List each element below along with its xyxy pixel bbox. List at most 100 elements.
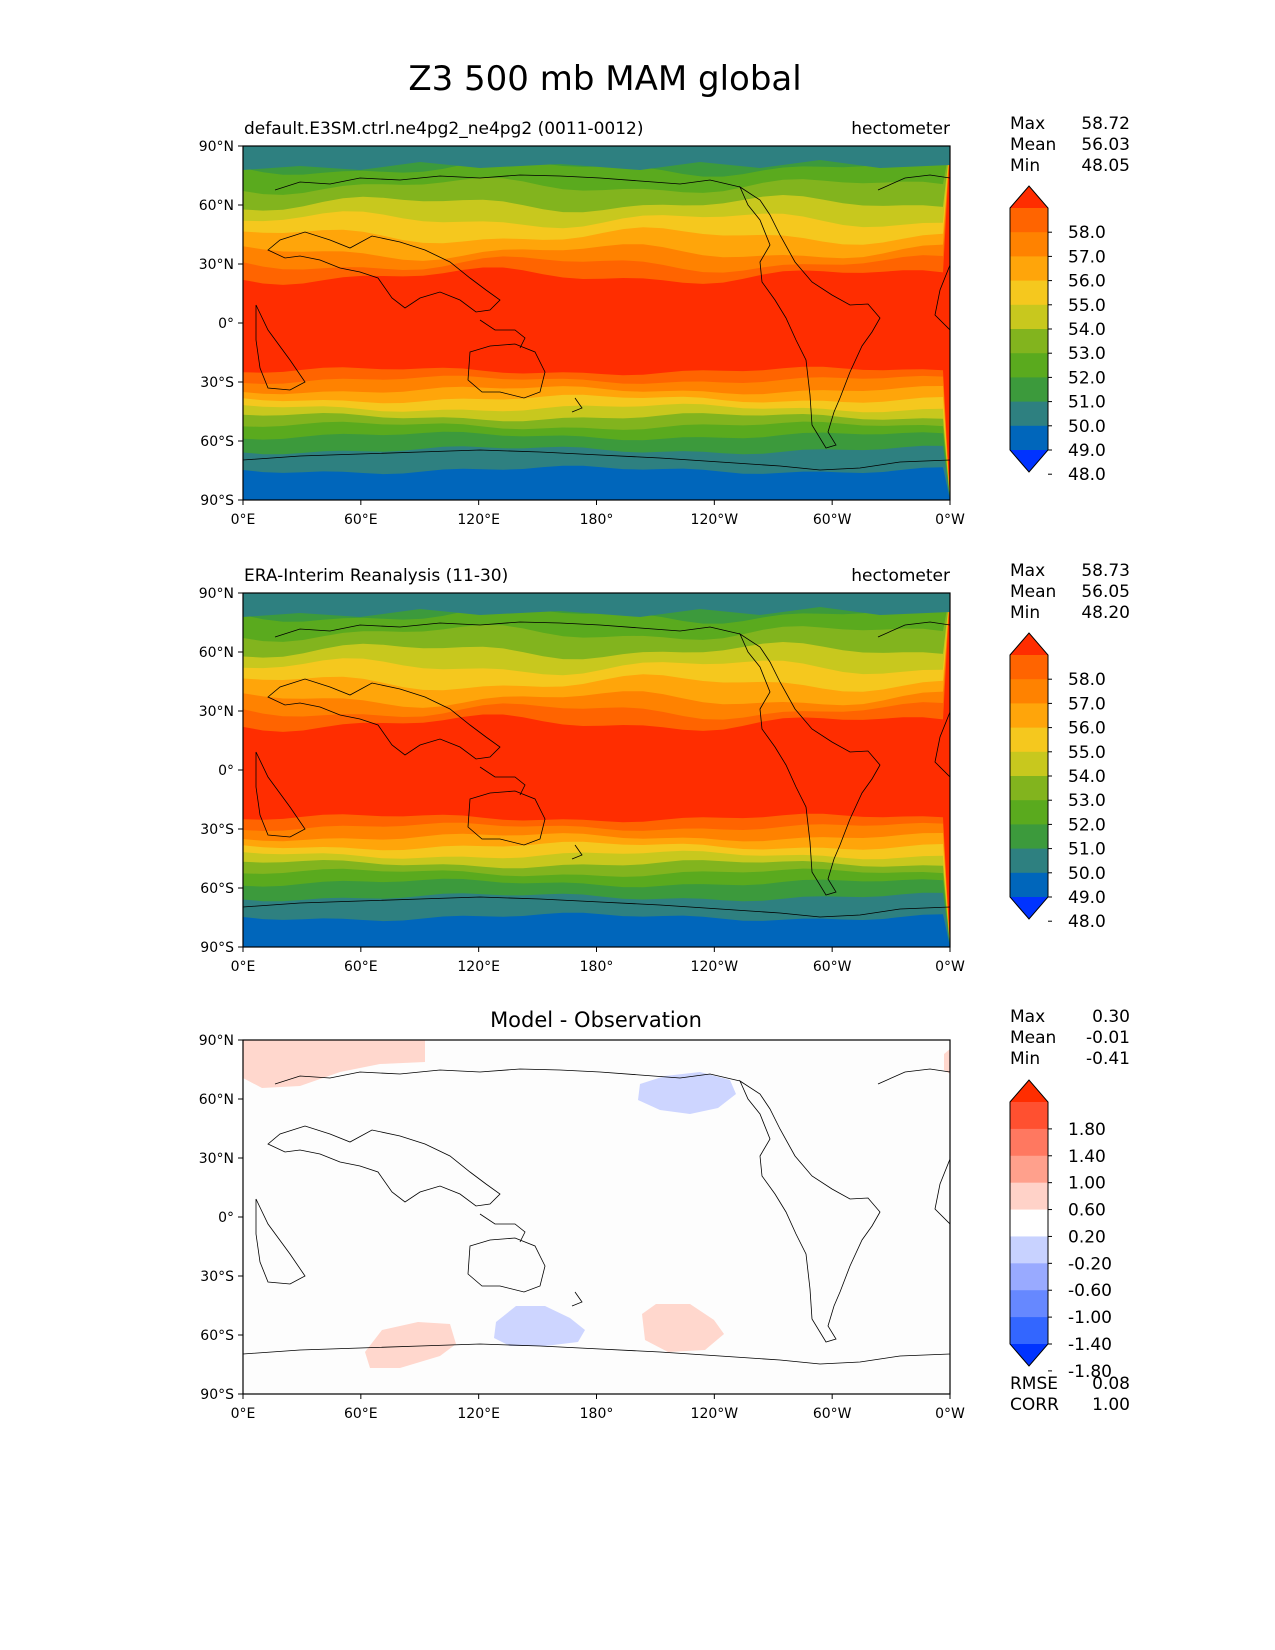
colorbar-tick-label: 55.0 xyxy=(1068,743,1106,763)
lat-axis: 90°N 60°N 30°N 0° 30°S 60°S 90°S xyxy=(199,586,243,956)
lon-tick-label: 0°W xyxy=(935,959,965,975)
diff-background xyxy=(243,1040,950,1394)
colorbar-tick-label: 53.0 xyxy=(1068,791,1106,811)
colorbar-tick-label: 58.0 xyxy=(1068,223,1106,243)
lat-tick-label: 60°N xyxy=(199,645,234,661)
stat-rmse-label: RMSE xyxy=(1010,1374,1058,1394)
colorbar-box xyxy=(1010,377,1048,403)
lon-tick-label: 120°E xyxy=(457,959,500,975)
stat-corr-value: 1.00 xyxy=(1092,1395,1130,1415)
lat-tick-label: 0° xyxy=(218,316,234,332)
colorbar-tick-label: 56.0 xyxy=(1068,719,1106,739)
colorbar-tick-label: 1.40 xyxy=(1068,1147,1106,1167)
lat-tick-label: 90°S xyxy=(200,940,234,956)
colorbar-box xyxy=(1010,353,1048,378)
lat-tick-label: 90°N xyxy=(199,139,234,155)
colorbar-tick-label: 54.0 xyxy=(1068,320,1106,340)
panel-model: default.E3SM.ctrl.ne4pg2_ne4pg2 (0011-00… xyxy=(199,114,1130,528)
lon-tick-label: 60°W xyxy=(813,959,852,975)
colorbar-extend-max xyxy=(1010,186,1048,208)
diff-blob-positive-south-indian xyxy=(365,1322,456,1368)
stat-min-value: 48.20 xyxy=(1081,603,1130,623)
colorbar-tick-label: 50.0 xyxy=(1068,417,1106,437)
colorbar-tick-label: 1.80 xyxy=(1068,1120,1106,1140)
lon-tick-label: 0°E xyxy=(231,512,256,528)
lon-tick-label: 0°E xyxy=(231,959,256,975)
colorbar-box xyxy=(1010,256,1048,282)
panel-right-title: hectometer xyxy=(851,566,950,586)
lon-tick-label: 60°E xyxy=(344,959,378,975)
lon-tick-label: 180° xyxy=(580,512,614,528)
colorbar-tick-label: 1.00 xyxy=(1068,1174,1106,1194)
lat-axis: 90°N 60°N 30°N 0° 30°S 60°S 90°S xyxy=(199,1033,243,1403)
colorbar-tick-label: 51.0 xyxy=(1068,393,1106,413)
stat-mean-value: -0.01 xyxy=(1086,1028,1130,1048)
stat-mean-label: Mean xyxy=(1010,1028,1056,1048)
stat-max-value: 58.72 xyxy=(1081,114,1130,134)
panel-left-title: default.E3SM.ctrl.ne4pg2_ne4pg2 (0011-00… xyxy=(244,119,644,139)
colorbar-tick-label: 56.0 xyxy=(1068,272,1106,292)
colorbar: 58.0 57.0 56.0 55.0 54.0 53.0 52.0 51.0 50.0 49.0… xyxy=(1009,185,1106,485)
z3-band-south xyxy=(243,465,950,500)
colorbar-box xyxy=(1010,1317,1048,1345)
colorbar-box xyxy=(1010,751,1048,777)
colorbar-box xyxy=(1010,1155,1048,1184)
stats-block: Max 58.72 Mean 56.03 Min 48.05 xyxy=(1010,114,1130,176)
lat-tick-label: 0° xyxy=(218,1210,234,1226)
lon-tick-label: 120°E xyxy=(457,1406,500,1422)
colorbar-box xyxy=(1010,1209,1048,1237)
stat-min-label: Min xyxy=(1010,156,1040,176)
colorbar-box xyxy=(1010,401,1048,427)
colorbar-box xyxy=(1010,1182,1048,1211)
colorbar-tick-label: 48.0 xyxy=(1068,912,1106,932)
lat-tick-label: 60°N xyxy=(199,1092,234,1108)
panel-left-title: ERA-Interim Reanalysis (11-30) xyxy=(244,566,508,586)
lat-tick-label: 30°N xyxy=(199,1151,234,1167)
lat-tick-label: 90°N xyxy=(199,1033,234,1049)
lon-tick-label: 120°W xyxy=(691,1406,739,1422)
colorbar-tick-label: -1.00 xyxy=(1068,1308,1112,1328)
lon-tick-label: 60°E xyxy=(344,512,378,528)
lat-tick-label: 0° xyxy=(218,763,234,779)
lat-tick-label: 90°N xyxy=(199,586,234,602)
colorbar-box xyxy=(1010,703,1048,729)
colorbar-box xyxy=(1010,1102,1048,1130)
colorbar: 1.80 1.40 1.00 0.60 0.20 -0.20 -0.60 -1.00 -1.40… xyxy=(1009,1079,1112,1382)
lon-tick-label: 120°E xyxy=(457,512,500,528)
colorbar-tick-label: 48.0 xyxy=(1068,465,1106,485)
stat-min-value: -0.41 xyxy=(1086,1049,1130,1069)
map-field xyxy=(243,1040,950,1394)
stat-max-label: Max xyxy=(1010,114,1045,134)
stat-max-value: 58.73 xyxy=(1081,561,1130,581)
lat-axis: 90°N 60°N 30°N 0° 30°S 60°S 90°S xyxy=(199,139,243,509)
colorbar-tick-label: 49.0 xyxy=(1068,888,1106,908)
stat-mean-value: 56.03 xyxy=(1081,135,1130,155)
z3-band-arctic xyxy=(243,146,950,170)
colorbar-box xyxy=(1010,304,1048,330)
lon-tick-label: 0°W xyxy=(935,512,965,528)
lat-tick-label: 60°S xyxy=(200,1328,234,1344)
stat-rmse-value: 0.08 xyxy=(1092,1374,1130,1394)
lon-tick-label: 60°W xyxy=(813,512,852,528)
colorbar-tick-label: 0.20 xyxy=(1068,1227,1106,1247)
diff-blob-positive-east xyxy=(944,1049,950,1074)
colorbar-tick-label: 57.0 xyxy=(1068,247,1106,267)
lon-tick-label: 0°W xyxy=(935,1406,965,1422)
colorbar-tick-label: 0.60 xyxy=(1068,1201,1106,1221)
colorbar-extend-max xyxy=(1010,633,1048,655)
colorbar-tick-label: 54.0 xyxy=(1068,767,1106,787)
colorbar-extend-max xyxy=(1010,1080,1048,1102)
stat-max-value: 0.30 xyxy=(1092,1007,1130,1027)
stat-min-label: Min xyxy=(1010,603,1040,623)
stat-corr-label: CORR xyxy=(1010,1395,1059,1415)
colorbar-box xyxy=(1010,800,1048,825)
colorbar-box xyxy=(1010,329,1048,354)
colorbar-tick-label: 52.0 xyxy=(1068,368,1106,388)
z3-bands xyxy=(243,146,950,500)
colorbar-box xyxy=(1010,776,1048,801)
lat-tick-label: 30°S xyxy=(200,375,234,391)
stat-min-label: Min xyxy=(1010,1049,1040,1069)
colorbar-tick-label: -1.80 xyxy=(1068,1362,1112,1382)
colorbar-tick-label: 58.0 xyxy=(1068,670,1106,690)
lat-tick-label: 60°S xyxy=(200,881,234,897)
